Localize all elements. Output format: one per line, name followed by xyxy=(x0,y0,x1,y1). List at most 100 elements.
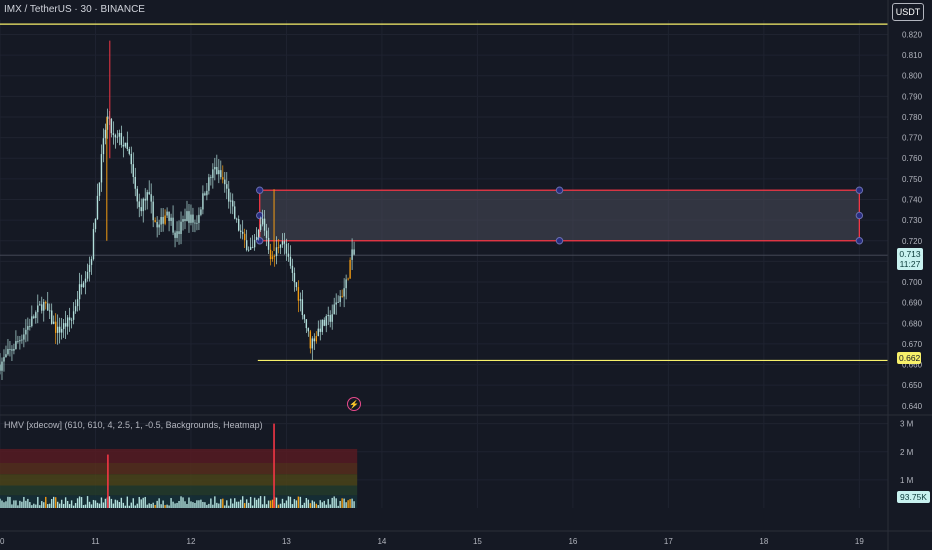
volume-bar xyxy=(208,503,210,508)
volume-bar xyxy=(60,499,63,508)
candle-body xyxy=(341,296,343,297)
volume-tick-label: 1 M xyxy=(900,476,914,485)
candle-body xyxy=(104,129,107,139)
candle-body xyxy=(3,357,5,362)
candle-body xyxy=(164,215,166,224)
volume-bars xyxy=(0,423,355,508)
volume-bar xyxy=(33,503,35,508)
y-tick-label: 0.690 xyxy=(902,299,923,308)
volume-bar xyxy=(17,505,19,508)
volume-bar xyxy=(124,505,127,508)
candle-body xyxy=(339,296,341,302)
candle-body xyxy=(170,217,172,221)
candle-body xyxy=(255,236,258,240)
lightning-icon[interactable]: ⚡ xyxy=(347,397,361,411)
y-tick-label: 0.760 xyxy=(902,154,923,163)
volume-bar xyxy=(279,503,282,508)
volume-bar xyxy=(247,502,250,508)
volume-bar xyxy=(31,505,33,508)
resistance-zone-rectangle[interactable] xyxy=(256,186,864,245)
volume-bar xyxy=(158,498,160,508)
candle-body xyxy=(184,219,186,221)
candle-body xyxy=(82,282,85,288)
volume-bar xyxy=(96,502,99,508)
volume-bar xyxy=(198,500,200,508)
volume-bar xyxy=(15,500,17,508)
y-tick-label: 0.820 xyxy=(902,30,923,39)
horizontal-levels[interactable] xyxy=(0,23,888,362)
volume-bar xyxy=(0,498,1,508)
volume-bar xyxy=(176,502,178,508)
candle-body xyxy=(100,154,103,183)
volume-bar xyxy=(234,498,236,508)
volume-bar xyxy=(7,496,9,508)
volume-bar xyxy=(180,496,182,508)
candle-body xyxy=(43,301,45,311)
candle-body xyxy=(263,218,266,231)
candle-body xyxy=(1,361,3,371)
volume-bar xyxy=(110,498,113,508)
volume-bar xyxy=(331,497,333,508)
indicator-label[interactable]: HMV [xdecow] (610, 610, 4, 2.5, 1, -0.5,… xyxy=(4,420,263,430)
volume-bar xyxy=(72,505,75,508)
volume-bar xyxy=(76,498,79,508)
y-tick-label: 0.660 xyxy=(902,361,923,370)
volume-bar xyxy=(249,496,252,508)
volume-bar xyxy=(92,499,95,508)
candle-body xyxy=(62,323,65,329)
x-tick-label: 17 xyxy=(664,537,673,546)
candle-body xyxy=(293,272,296,283)
candle-body xyxy=(289,256,292,266)
volume-bar xyxy=(335,498,337,508)
volume-bar xyxy=(53,496,55,508)
volume-bar xyxy=(170,498,172,508)
candle-body xyxy=(321,319,323,332)
volume-bar xyxy=(275,497,278,508)
candle-body xyxy=(313,338,316,342)
candle-body xyxy=(118,132,121,137)
candle-body xyxy=(11,349,13,351)
candle-body xyxy=(230,200,232,202)
currency-button[interactable]: USDT xyxy=(892,3,924,21)
candle-body xyxy=(102,138,105,155)
volume-bar xyxy=(3,502,5,508)
candle-body xyxy=(305,319,308,329)
volume-bar xyxy=(116,500,119,508)
volume-bar xyxy=(41,501,43,508)
candles xyxy=(0,40,355,381)
volume-bar xyxy=(253,497,256,508)
candle-body xyxy=(186,211,188,221)
volume-bar xyxy=(148,503,150,508)
candle-body xyxy=(251,246,254,248)
y-tick-label: 0.720 xyxy=(902,237,923,246)
volume-bar xyxy=(313,501,316,508)
volume-bar xyxy=(132,498,134,508)
candle-body xyxy=(287,253,290,257)
candle-body xyxy=(297,287,300,301)
candle-body xyxy=(21,339,23,341)
candle-body xyxy=(66,317,69,327)
candle-body xyxy=(76,299,79,307)
volume-bar xyxy=(206,504,208,508)
symbol-title[interactable]: IMX / TetherUS · 30 · BINANCE xyxy=(4,4,145,15)
candle-body xyxy=(94,219,97,230)
volume-bar xyxy=(154,504,156,508)
volume-bar xyxy=(343,498,345,508)
candle-body xyxy=(138,201,140,208)
candle-body xyxy=(271,256,274,260)
candle-body xyxy=(329,315,331,322)
candle-body xyxy=(208,177,210,191)
candle-body xyxy=(154,220,156,222)
x-tick-label: 10 xyxy=(0,537,5,546)
zone-handle xyxy=(555,237,564,245)
volume-bar xyxy=(224,505,226,508)
candle-body xyxy=(178,231,180,235)
volume-bar xyxy=(86,496,89,508)
candle-body xyxy=(311,338,314,349)
volume-bar xyxy=(80,497,83,508)
volume-bar xyxy=(62,503,65,508)
candle-body xyxy=(309,331,312,349)
candle-body xyxy=(152,201,154,221)
volume-bar xyxy=(200,499,202,508)
